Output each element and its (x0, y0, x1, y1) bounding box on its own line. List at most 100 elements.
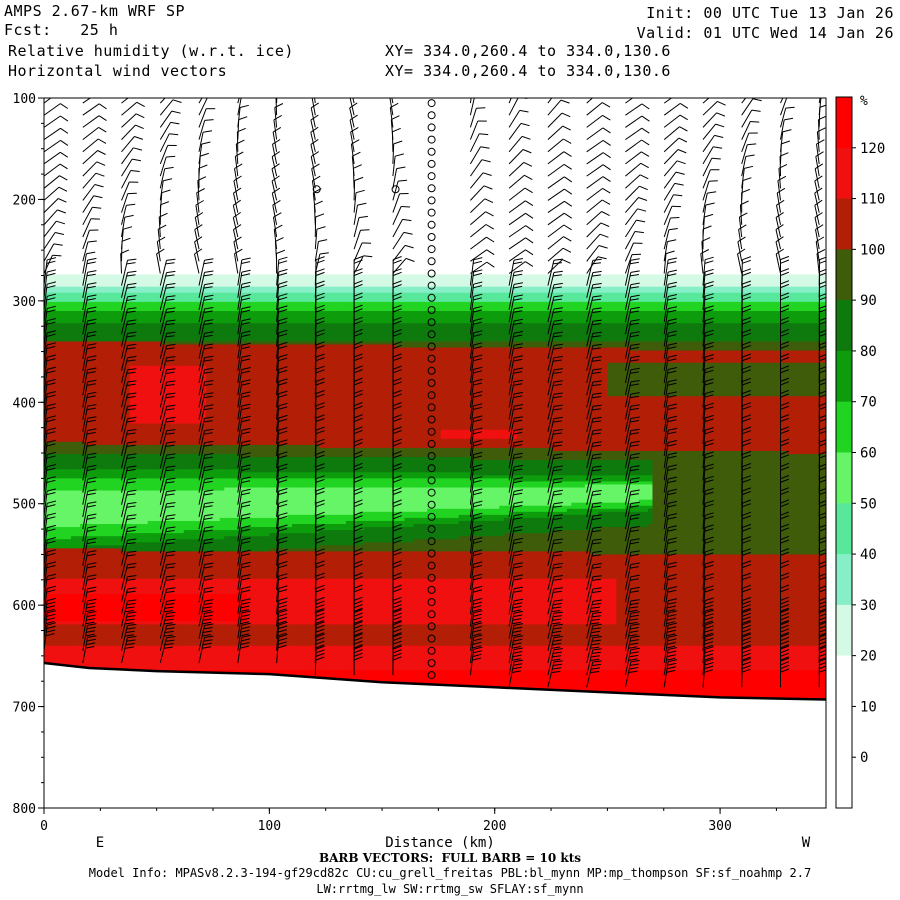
rh-cell (120, 371, 126, 376)
rh-cell (138, 645, 144, 650)
rh-cell (134, 377, 140, 382)
rh-cell (57, 338, 63, 343)
rh-cell (84, 472, 90, 476)
rh-cell (62, 545, 68, 549)
rh-cell (129, 341, 135, 346)
rh-cell (116, 368, 122, 373)
rh-cell (84, 520, 90, 525)
rh-cell (71, 283, 77, 288)
rh-cell (120, 660, 126, 665)
rh-cell (57, 609, 63, 613)
rh-cell (129, 460, 135, 464)
rh-cell (53, 380, 59, 385)
rh-cell (89, 411, 95, 416)
rh-cell (62, 657, 68, 662)
rh-cell (57, 645, 63, 650)
rh-cell (143, 551, 149, 556)
rh-cell (147, 390, 153, 394)
rh-cell (75, 539, 81, 543)
rh-cell (48, 505, 54, 510)
rh-cell (143, 414, 149, 419)
rh-cell (111, 466, 117, 470)
rh-cell (111, 353, 117, 358)
rh-cell (80, 371, 86, 376)
rh-cell (62, 317, 68, 321)
rh-cell (156, 399, 162, 403)
rh-cell (143, 365, 149, 370)
rh-cell (102, 569, 108, 574)
rh-cell (62, 432, 68, 437)
rh-cell (62, 536, 68, 540)
rh-cell (147, 505, 153, 510)
rh-cell (152, 536, 158, 540)
rh-cell (80, 277, 86, 282)
rh-cell (57, 511, 63, 516)
rh-cell (125, 399, 131, 403)
rh-cell (84, 450, 90, 455)
rh-cell (134, 545, 140, 549)
rh-cell (116, 630, 122, 635)
rh-cell (147, 581, 153, 586)
rh-cell (116, 350, 122, 355)
rh-cell (89, 280, 95, 285)
rh-cell (66, 545, 72, 549)
rh-cell (62, 593, 68, 598)
rh-cell (57, 545, 63, 549)
rh-cell (75, 618, 81, 622)
rh-cell (116, 280, 122, 285)
rh-cell (102, 630, 108, 635)
rh-cell (120, 657, 126, 662)
rh-cell (134, 530, 140, 534)
rh-cell (152, 356, 158, 361)
rh-cell (134, 466, 140, 470)
rh-cell (98, 563, 104, 568)
rh-cell (80, 569, 86, 574)
rh-cell (57, 657, 63, 662)
rh-cell (152, 460, 158, 464)
rh-cell (129, 387, 135, 391)
rh-cell (62, 390, 68, 394)
rh-cell (89, 593, 95, 598)
rh-cell (93, 539, 99, 543)
rh-cell (134, 517, 140, 522)
rh-cell (129, 569, 135, 574)
rh-cell (107, 295, 113, 300)
rh-cell (89, 311, 95, 315)
rh-cell (84, 289, 90, 294)
rh-cell (129, 292, 135, 297)
rh-cell (48, 569, 54, 574)
rh-cell (156, 490, 162, 495)
rh-cell (107, 648, 113, 653)
rh-cell (98, 454, 104, 458)
rh-cell (138, 432, 144, 437)
rh-cell (89, 590, 95, 595)
rh-cell (143, 636, 149, 641)
rh-cell (138, 280, 144, 285)
rh-cell (98, 387, 104, 391)
rh-cell (111, 524, 117, 528)
rh-cell (98, 533, 104, 537)
rh-cell (116, 344, 122, 349)
rh-cell (134, 484, 140, 489)
rh-cell (93, 420, 99, 425)
rh-cell (48, 466, 54, 470)
rh-cell (53, 457, 59, 461)
rh-cell (102, 536, 108, 540)
rh-cell (147, 557, 153, 562)
rh-cell (98, 499, 104, 504)
rh-cell (147, 484, 153, 489)
rh-cell (75, 444, 81, 449)
rh-cell (111, 660, 117, 665)
rh-cell (66, 441, 72, 446)
rh-cell (111, 505, 117, 510)
rh-cell (80, 487, 86, 492)
rh-cell (147, 426, 153, 431)
rh-cell (89, 396, 95, 400)
rh-cell (120, 560, 126, 565)
rh-cell (75, 466, 81, 470)
rh-cell (48, 426, 54, 431)
rh-cell (102, 292, 108, 297)
rh-cell (129, 502, 135, 507)
rh-cell (89, 314, 95, 318)
rh-cell (134, 362, 140, 367)
